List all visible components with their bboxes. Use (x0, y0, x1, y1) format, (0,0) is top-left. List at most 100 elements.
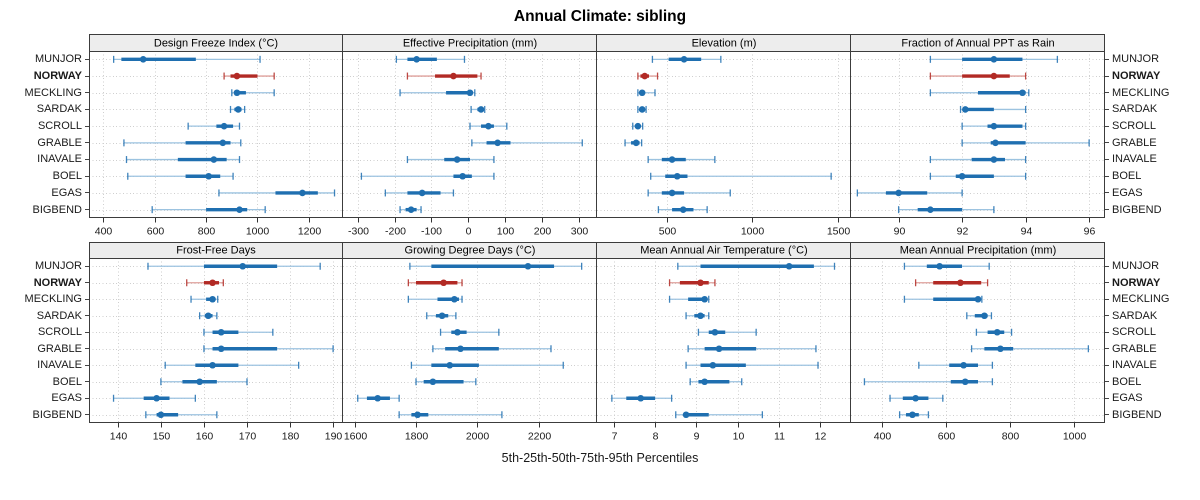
series-meckling (190, 295, 219, 303)
station-label-text: SCROLL (1112, 120, 1157, 133)
series-bigbend (398, 411, 503, 419)
y-tick (1105, 142, 1109, 144)
x-tick-label: 600 (147, 226, 165, 238)
x-tick-label: 1200 (298, 226, 322, 238)
station-label-text: BOEL (1112, 375, 1142, 388)
y-tick (1105, 175, 1109, 177)
series-grable (123, 139, 242, 147)
station-label-text: SCROLL (37, 326, 82, 339)
station-label-right-grable: GRABLE (1105, 341, 1200, 358)
series-meckling (929, 89, 1030, 97)
station-label-text: NORWAY (33, 70, 82, 83)
station-label-text: SARDAK (1112, 103, 1158, 116)
station-label-left-munjor: MUNJOR (0, 258, 89, 275)
series-munjor (395, 55, 466, 63)
series-egas (889, 394, 944, 402)
y-tick (85, 92, 89, 94)
series-sardak (426, 312, 457, 320)
strip-title: Effective Precipitation (mm) (403, 38, 537, 50)
series-egas (218, 189, 336, 197)
y-tick (1105, 265, 1109, 267)
y-tick (85, 58, 89, 60)
station-label-text: GRABLE (37, 342, 82, 355)
series-meckling (903, 295, 983, 303)
series-sardak (959, 105, 1027, 113)
panel-design-freeze-index-c: Design Freeze Index (°C) (89, 34, 343, 218)
series-inavale (125, 156, 241, 164)
station-label-text: MUNJOR (34, 53, 82, 66)
series-munjor (147, 262, 321, 270)
series-boel (689, 378, 743, 386)
y-tick (85, 142, 89, 144)
series-boel (160, 378, 248, 386)
series-meckling (668, 295, 710, 303)
y-tick (1105, 125, 1109, 127)
y-tick (1105, 108, 1109, 110)
x-axis-frost-free-days: 140 150 160 170 180 190 (110, 423, 342, 443)
series-grable (203, 345, 334, 353)
station-label-text: MECKLING (1112, 86, 1170, 99)
station-label-left-egas: EGAS (0, 185, 89, 202)
x-tick-label: 150 (153, 431, 171, 443)
series-sardak (685, 312, 710, 320)
series-munjor (651, 55, 722, 63)
series-bigbend (399, 206, 422, 214)
station-label-text: SARDAK (36, 103, 82, 116)
series-grable (471, 139, 583, 147)
x-tick-label: 140 (110, 431, 128, 443)
station-label-text: BOEL (1112, 170, 1142, 183)
station-label-left-sardak: SARDAK (0, 308, 89, 325)
station-label-left-munjor: MUNJOR (0, 51, 89, 68)
y-tick (1105, 364, 1109, 366)
x-tick-label: 400 (95, 226, 113, 238)
caption: 5th-25th-50th-75th-95th Percentiles (501, 451, 699, 465)
series-norway (914, 279, 989, 287)
x-tick-label: 1500 (827, 226, 851, 238)
station-label-left-bigbend: BIGBEND (0, 407, 89, 424)
y-tick (1105, 192, 1109, 194)
series-egas (647, 189, 731, 197)
station-label-text: MUNJOR (1112, 260, 1160, 273)
y-tick (85, 282, 89, 284)
x-tick-label: 170 (239, 431, 257, 443)
axis-row-0: 400 600 800 1000 1200 -300 -200 -100 0 100 200 300 5… (89, 218, 1200, 242)
station-label-left-meckling: MECKLING (0, 291, 89, 308)
series-inavale (685, 361, 819, 369)
station-label-left-egas: EGAS (0, 390, 89, 407)
station-label-right-sardak: SARDAK (1105, 308, 1200, 325)
series-grable (624, 139, 643, 147)
station-label-text: NORWAY (1112, 276, 1161, 289)
x-tick-label: -100 (421, 226, 442, 238)
x-tick-label: 96 (1084, 226, 1096, 238)
x-tick-label: 90 (894, 226, 906, 238)
station-label-right-grable: GRABLE (1105, 134, 1200, 151)
station-label-left-inavale: INAVALE (0, 151, 89, 168)
station-label-left-scroll: SCROLL (0, 324, 89, 341)
series-scroll (632, 122, 644, 130)
station-label-text: GRABLE (37, 136, 82, 149)
axis-row-1: 140 150 160 170 180 190 1600 1800 2000 2200 7 8 9 10 1… (89, 423, 1200, 447)
series-boel (863, 378, 994, 386)
series-norway (406, 72, 482, 80)
station-label-text: BIGBEND (32, 408, 82, 421)
station-labels-right: MUNJOR NORWAY MECKLING SARDAK SCROLL GRABLE IN… (1105, 242, 1200, 423)
x-tick-label: 400 (874, 431, 892, 443)
station-label-right-norway: NORWAY (1105, 275, 1200, 292)
strip-title: Growing Degree Days (°C) (405, 245, 536, 257)
station-label-left-grable: GRABLE (0, 134, 89, 151)
station-label-right-munjor: MUNJOR (1105, 258, 1200, 275)
station-label-right-boel: BOEL (1105, 168, 1200, 185)
station-labels-left: MUNJOR NORWAY MECKLING SARDAK SCROLL GRABLE IN… (0, 34, 89, 218)
series-norway (223, 72, 275, 80)
station-label-text: EGAS (51, 392, 82, 405)
station-label-text: SCROLL (1112, 326, 1157, 339)
x-axis-mean-annual-air-temperature-c: 7 8 9 10 11 12 (612, 423, 826, 443)
y-tick (1105, 315, 1109, 317)
series-bigbend (897, 206, 995, 214)
x-tick-label: 2200 (528, 431, 552, 443)
station-label-left-sardak: SARDAK (0, 101, 89, 118)
series-boel (360, 172, 495, 180)
series-inavale (164, 361, 300, 369)
station-label-left-boel: BOEL (0, 374, 89, 391)
